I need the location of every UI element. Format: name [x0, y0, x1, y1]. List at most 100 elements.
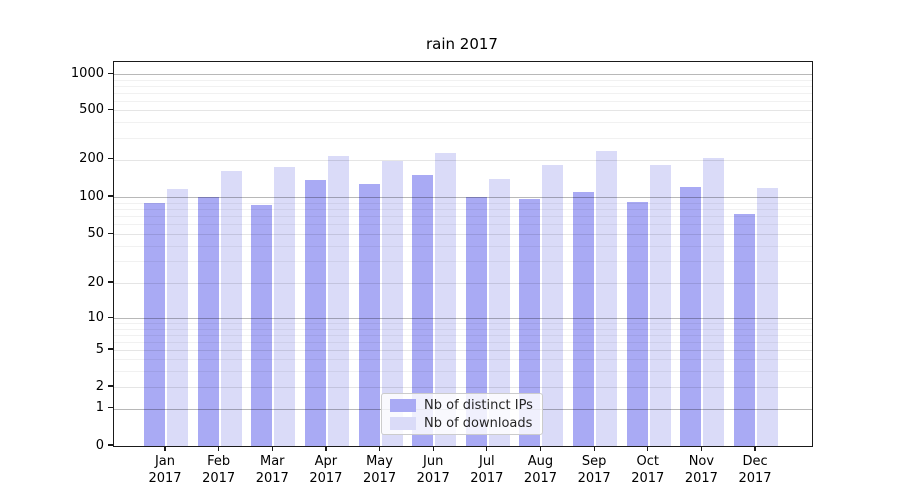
legend-entry-distinct-ips: Nb of distinct IPs: [390, 398, 534, 413]
bar-downloads-apr: [327, 155, 349, 446]
bar-ips-mar: [251, 204, 273, 446]
x-tick-label-dec: Dec 2017: [738, 454, 772, 486]
gridline-6: [114, 341, 812, 343]
x-tick-label-apr: Apr 2017: [309, 454, 343, 486]
bar-ips-sep: [573, 191, 595, 446]
chart-title: rain 2017: [426, 35, 498, 53]
y-tick-mark-1: [108, 407, 113, 409]
bar-downloads-jan: [167, 189, 188, 446]
x-tick-label-nov: Nov 2017: [684, 454, 718, 486]
gridline-1000: [114, 74, 812, 76]
y-tick-mark-200: [108, 158, 113, 160]
x-tick-label-may: May 2017: [363, 454, 397, 486]
gridline-30: [114, 261, 812, 263]
x-tick-mark-may: [378, 446, 381, 451]
gridline-10: [114, 318, 812, 320]
gridline-8: [114, 328, 812, 330]
gridline-70: [114, 216, 812, 218]
x-tick-mark-aug: [539, 446, 542, 451]
gridline-500: [114, 110, 812, 112]
y-tick-label-0: 0: [95, 437, 104, 453]
gridline-900: [114, 79, 812, 81]
gridline-40: [114, 246, 812, 248]
gridline-50: [114, 234, 812, 236]
x-tick-mark-sep: [593, 446, 595, 451]
x-tick-mark-dec: [754, 446, 756, 451]
x-tick-label-oct: Oct 2017: [631, 454, 665, 486]
x-tick-mark-jan: [164, 446, 166, 451]
gridline-400: [114, 122, 812, 124]
x-tick-label-jun: Jun 2017: [416, 454, 450, 486]
gridline-2: [114, 387, 812, 388]
bar-downloads-mar: [274, 166, 296, 446]
bar-downloads-jun: [435, 153, 457, 446]
x-tick-label-feb: Feb 2017: [202, 454, 236, 486]
bar-downloads-jul: [488, 178, 510, 446]
bar-ips-feb: [197, 197, 219, 446]
y-tick-label-100: 100: [79, 188, 104, 204]
x-tick-mark-oct: [647, 446, 649, 451]
bar-downloads-sep: [596, 150, 618, 446]
bar-downloads-may: [381, 161, 403, 446]
legend: Nb of distinct IPs Nb of downloads: [381, 393, 543, 435]
legend-swatch-distinct-ips: [390, 398, 416, 412]
bar-downloads-feb: [220, 171, 242, 446]
y-tick-label-10: 10: [87, 309, 104, 325]
x-tick-mark-feb: [218, 446, 220, 451]
y-tick-mark-100: [108, 195, 113, 197]
bar-ips-oct: [626, 201, 648, 446]
gridline-4: [114, 359, 812, 360]
x-tick-label-jul: Jul 2017: [470, 454, 504, 486]
y-tick-label-50: 50: [87, 225, 104, 241]
bar-ips-jan: [144, 202, 165, 446]
x-tick-label-mar: Mar 2017: [255, 454, 289, 486]
bar-downloads-nov: [703, 158, 725, 446]
x-tick-label-aug: Aug 2017: [523, 454, 558, 486]
bar-ips-jun: [412, 174, 434, 446]
gridline-300: [114, 137, 812, 139]
gridline-3: [114, 370, 812, 372]
grid-layer: [114, 62, 812, 446]
bar-ips-jul: [465, 197, 487, 446]
bar-ips-apr: [304, 180, 326, 446]
y-tick-label-2: 2: [95, 378, 104, 394]
x-tick-mark-mar: [271, 446, 273, 451]
legend-label-downloads: Nb of downloads: [424, 415, 533, 431]
y-tick-mark-500: [108, 108, 113, 110]
y-tick-label-1: 1: [95, 400, 104, 416]
gridline-9: [114, 323, 812, 325]
gridline-100: [114, 197, 812, 198]
y-tick-label-1000: 1000: [70, 65, 104, 81]
x-tick-mark-jun: [432, 446, 434, 451]
legend-swatch-downloads: [390, 416, 416, 430]
y-tick-mark-1000: [108, 72, 113, 74]
bar-downloads-aug: [542, 164, 564, 446]
y-tick-mark-10: [108, 316, 113, 318]
x-tick-label-sep: Sep 2017: [577, 454, 611, 486]
y-tick-mark-20: [108, 281, 113, 283]
y-tick-mark-50: [108, 232, 113, 234]
y-tick-label-200: 200: [79, 151, 104, 167]
gridline-80: [114, 209, 812, 210]
gridline-200: [114, 159, 812, 161]
bar-ips-dec: [734, 213, 756, 446]
plot-area: Nb of distinct IPs Nb of downloads: [113, 61, 813, 447]
bar-downloads-oct: [649, 164, 671, 446]
y-tick-label-20: 20: [87, 274, 104, 290]
y-tick-mark-2: [108, 385, 113, 387]
gridline-90: [114, 202, 812, 204]
bar-ips-nov: [680, 186, 702, 446]
bars-layer: [114, 62, 812, 446]
y-tick-label-5: 5: [95, 341, 104, 357]
gridline-800: [114, 85, 812, 87]
bar-downloads-dec: [757, 188, 779, 446]
bar-ips-may: [358, 183, 380, 446]
x-tick-mark-jul: [486, 446, 488, 451]
x-tick-label-jan: Jan 2017: [148, 454, 182, 486]
x-tick-mark-nov: [700, 446, 702, 451]
legend-label-distinct-ips: Nb of distinct IPs: [424, 397, 533, 413]
gridline-5: [114, 350, 812, 351]
gridline-60: [114, 224, 812, 226]
legend-entry-downloads: Nb of downloads: [390, 416, 534, 431]
